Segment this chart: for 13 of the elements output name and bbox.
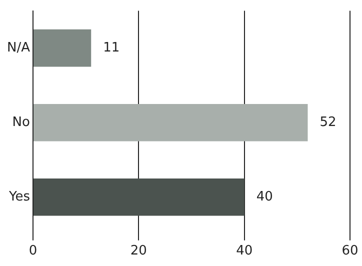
y-tick-label: N/A	[7, 40, 30, 56]
x-tick-label: 40	[236, 244, 253, 259]
bar	[34, 29, 92, 67]
x-tick-label: 60	[342, 244, 358, 259]
data-label: 40	[256, 190, 273, 205]
x-tick-label: 0	[28, 244, 38, 259]
data-label: 11	[103, 40, 120, 56]
data-label: 52	[320, 114, 336, 130]
y-tick-label: No	[12, 114, 30, 130]
bar	[34, 104, 308, 142]
x-tick-label: 20	[130, 244, 147, 259]
y-tick-label: Yes	[8, 190, 30, 205]
bar	[34, 178, 244, 216]
